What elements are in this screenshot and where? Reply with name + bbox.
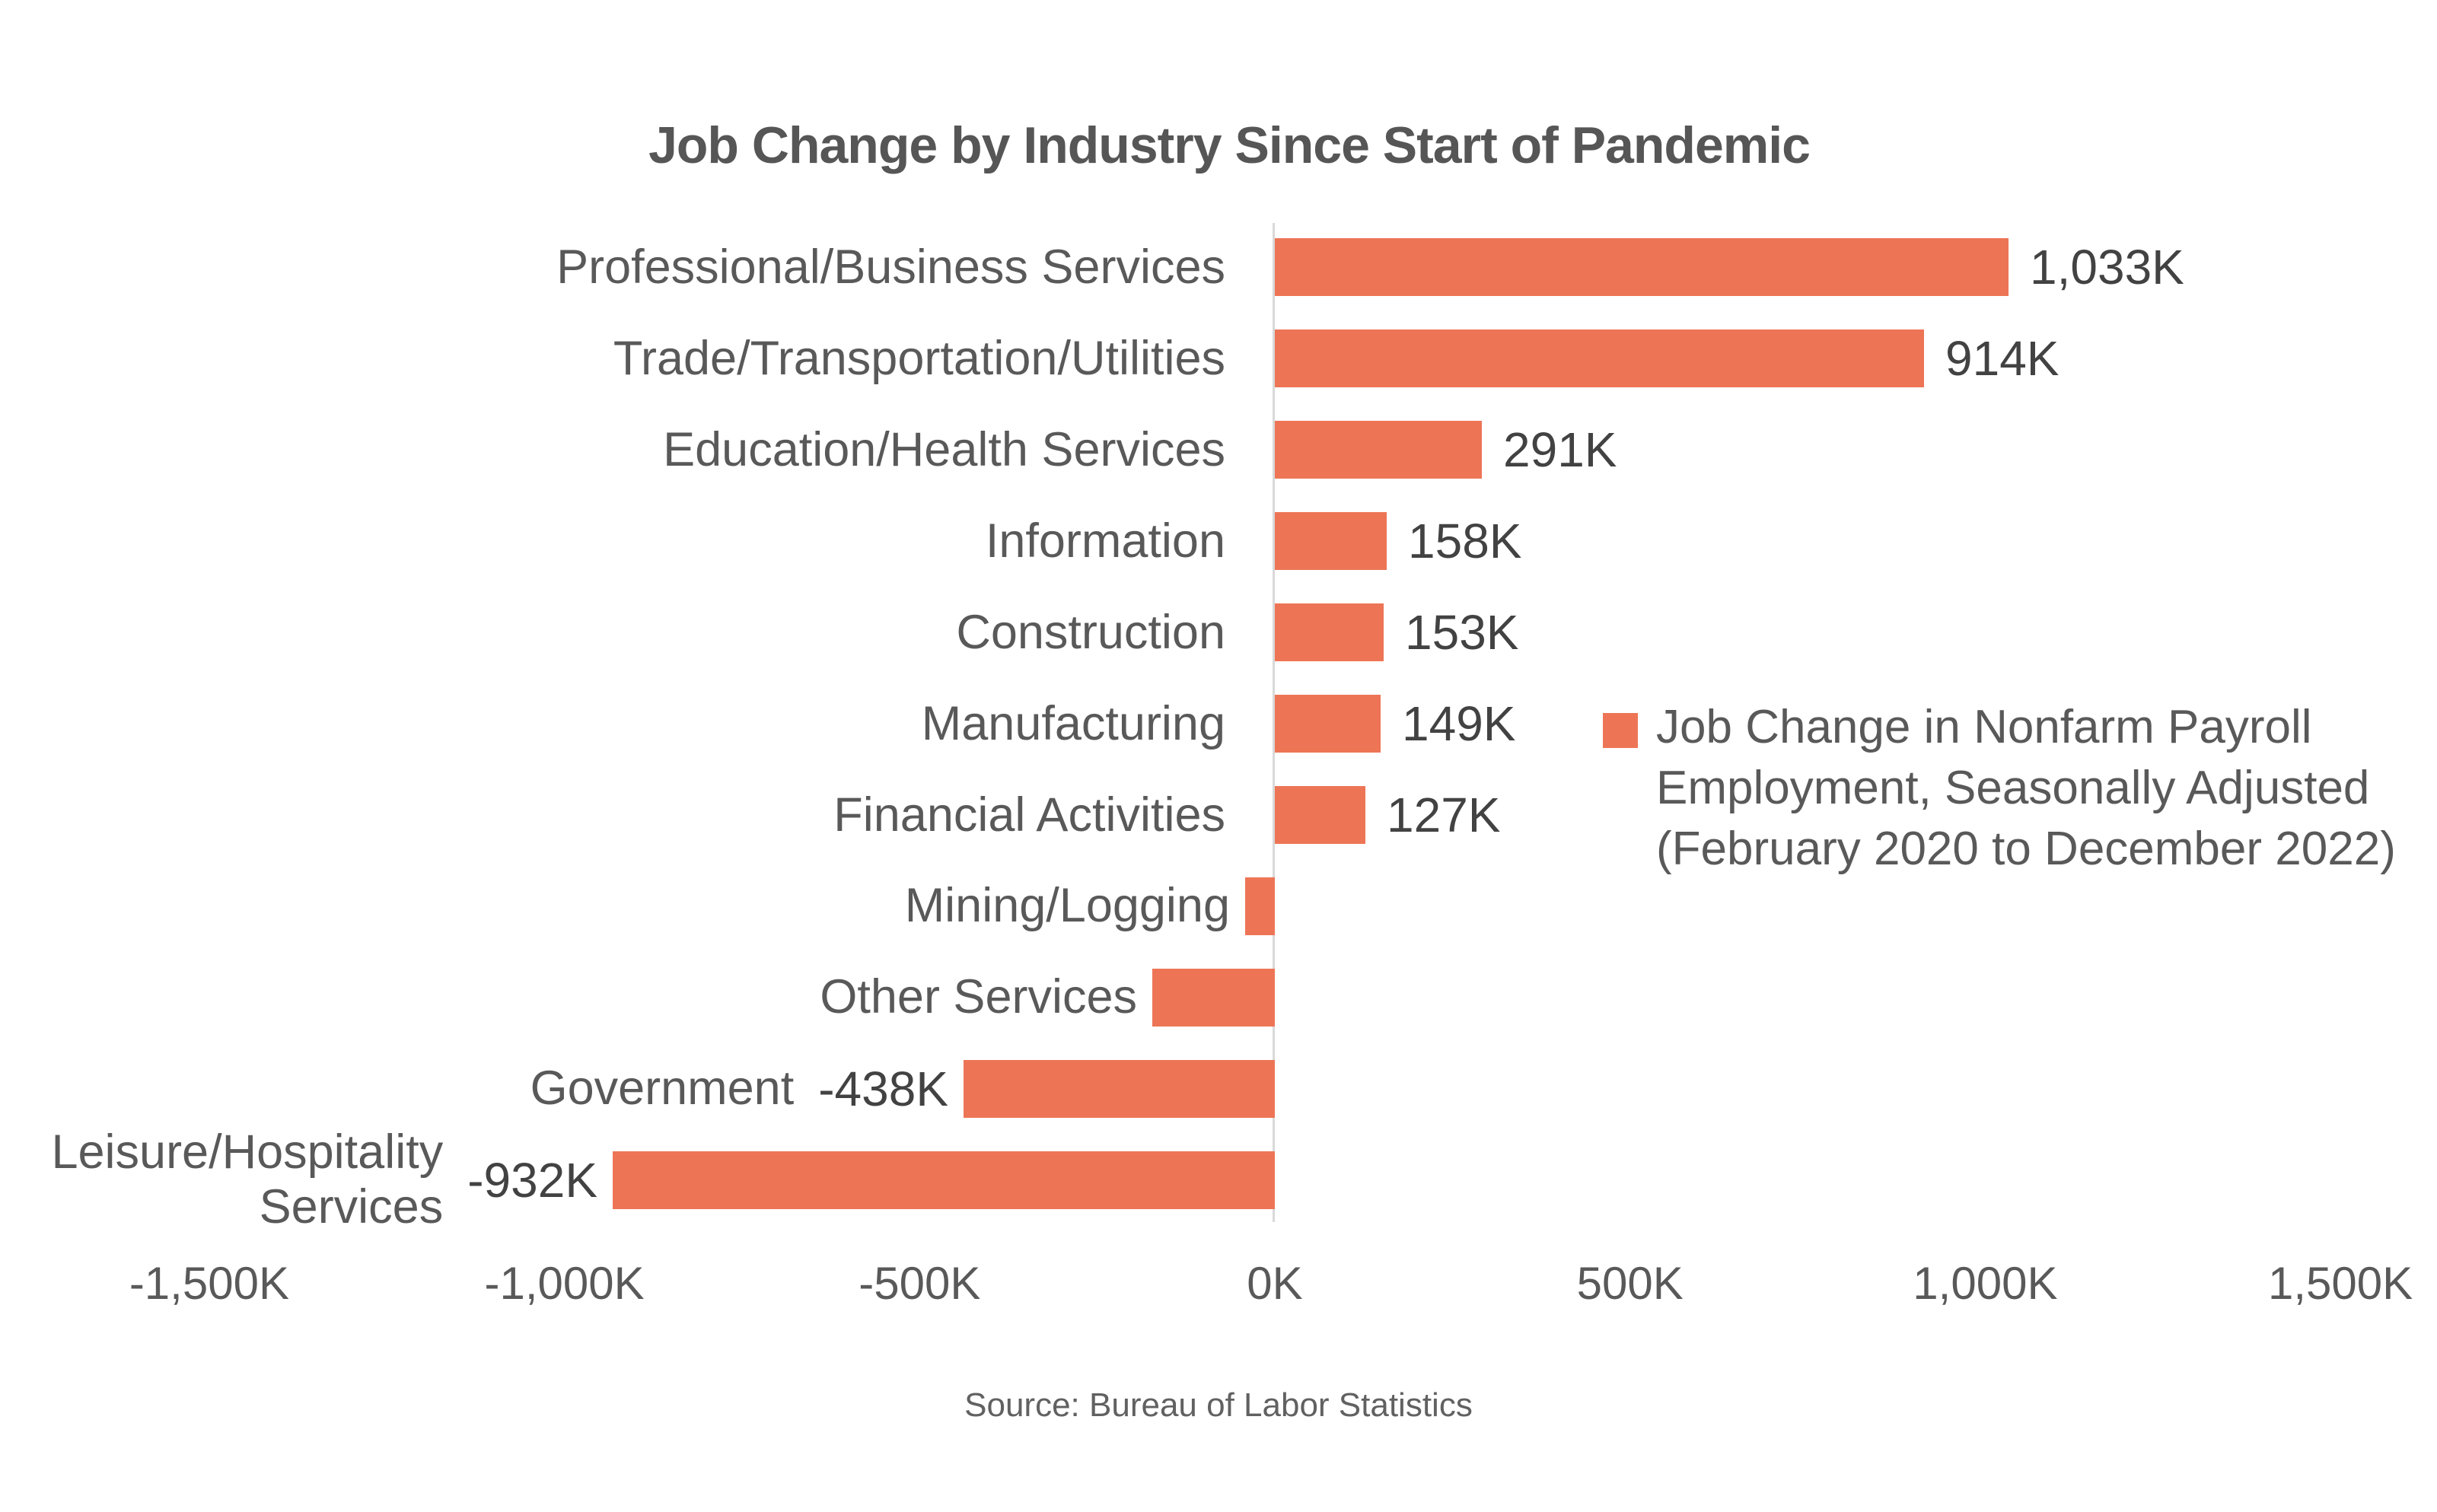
value-label: 127K <box>1387 788 1501 842</box>
bar-6 <box>1275 786 1365 844</box>
bar-3 <box>1275 512 1387 570</box>
category-and-value: Other Services <box>820 969 1137 1027</box>
zero-axis-line <box>1273 223 1275 1222</box>
x-axis-tick: 0K <box>1247 1258 1303 1309</box>
x-axis-tick: -1,500K <box>129 1258 289 1309</box>
bar-9 <box>964 1060 1275 1118</box>
x-axis-tick: -1,000K <box>484 1258 645 1309</box>
x-axis-tick: 1,000K <box>1913 1258 2058 1309</box>
legend-label: Job Change in Nonfarm Payroll Employment… <box>1656 701 2396 875</box>
bar-7 <box>1245 877 1275 935</box>
bar-1 <box>1275 329 1924 387</box>
bar-2 <box>1275 421 1482 479</box>
category-label: Leisure/Hospitality Services <box>51 1125 444 1233</box>
legend-marker-swatch <box>1603 713 1638 748</box>
value-label: 158K <box>1408 514 1522 568</box>
category-label: Mining/Logging <box>904 879 1230 933</box>
bar-10 <box>613 1151 1275 1209</box>
category-label: Information <box>985 514 1225 568</box>
value-label: -932K <box>467 1153 597 1208</box>
bar-5 <box>1275 695 1381 753</box>
value-label: 1,033K <box>2030 240 2184 294</box>
category-label: Professional/Business Services <box>556 240 1225 294</box>
category-and-value: Government -438K <box>530 1060 948 1118</box>
x-axis-tick: 1,500K <box>2268 1258 2413 1309</box>
category-and-value: Mining/Logging <box>905 877 1230 935</box>
bar-8 <box>1152 969 1275 1027</box>
category-label: Education/Health Services <box>663 423 1225 476</box>
category-label: Manufacturing <box>921 697 1225 750</box>
value-label: 153K <box>1405 605 1519 660</box>
source-note: Source: Bureau of Labor Statistics <box>964 1386 1473 1424</box>
category-label: Government <box>530 1062 795 1116</box>
category-label: Financial Activities <box>833 788 1225 842</box>
value-label: 149K <box>1402 696 1516 751</box>
category-label: Construction <box>956 606 1225 659</box>
chart-title: Job Change by Industry Since Start of Pa… <box>648 116 1811 174</box>
bar-0 <box>1275 238 2009 296</box>
category-label: Trade/Transportation/Utilities <box>613 332 1225 385</box>
value-label: -438K <box>818 1062 948 1116</box>
value-label: 291K <box>1503 422 1617 477</box>
category-label: Other Services <box>820 970 1137 1024</box>
x-axis-tick: -500K <box>859 1258 981 1309</box>
value-label: 914K <box>1945 331 2060 386</box>
bar-4 <box>1275 603 1384 661</box>
category-and-value: Leisure/Hospitality Services -932K <box>0 1125 597 1233</box>
x-axis-tick: 500K <box>1576 1258 1684 1309</box>
